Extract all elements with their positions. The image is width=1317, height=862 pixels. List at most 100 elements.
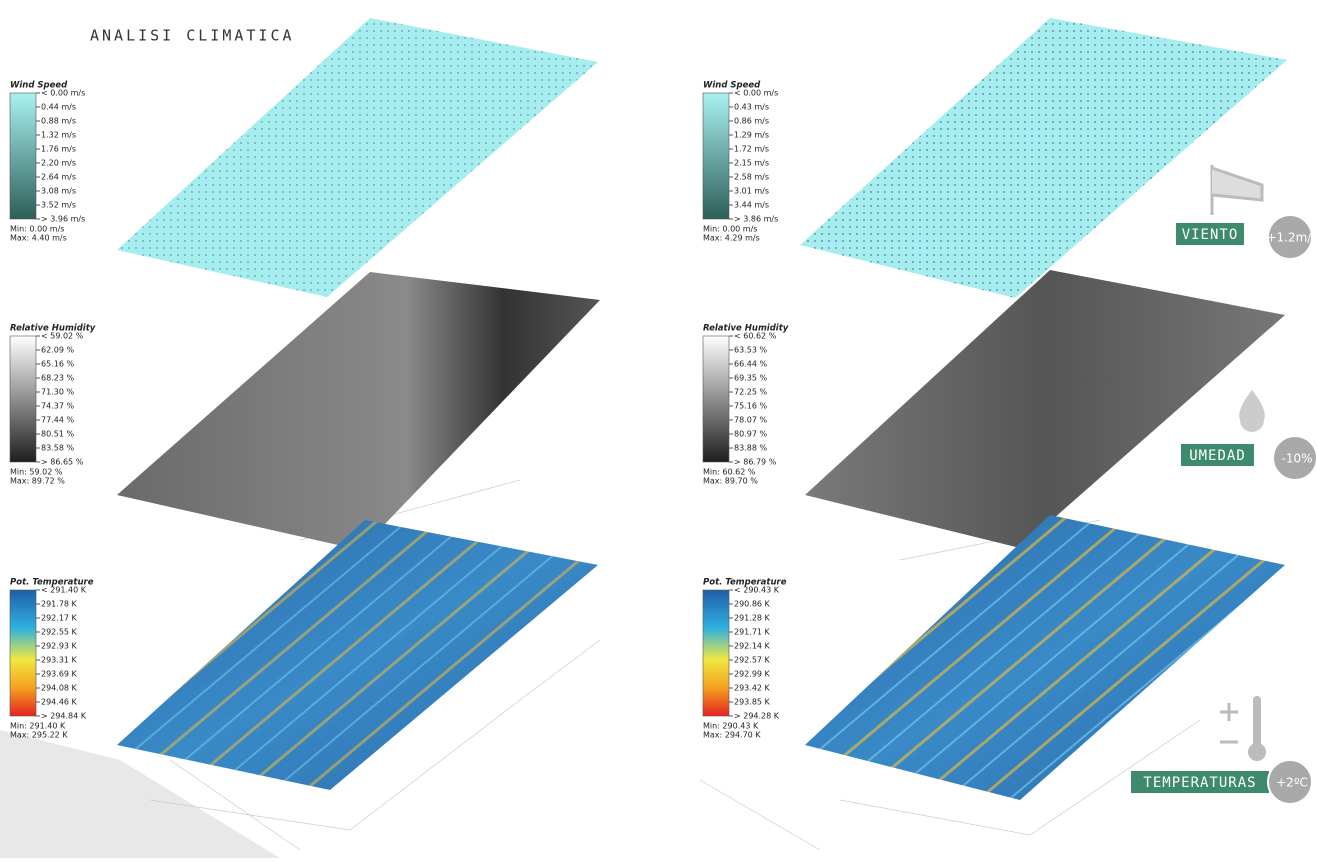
legend-label: 292.17 K <box>41 614 78 623</box>
legend-label: 294.46 K <box>41 698 78 707</box>
legend-label: < 0.00 m/s <box>41 89 85 98</box>
legend-label: 65.16 % <box>41 360 74 369</box>
legend-label: 3.01 m/s <box>734 187 769 196</box>
legend-min: Min: 291.40 K <box>10 722 66 731</box>
badge-label: VIENTO <box>1182 227 1239 243</box>
legend-label: 68.23 % <box>41 374 74 383</box>
legend-label: 290.86 K <box>734 600 771 609</box>
legend-max: Max: 4.40 m/s <box>10 234 67 243</box>
legend-max: Max: 89.72 % <box>10 477 65 486</box>
badge-circle <box>1267 759 1313 805</box>
legend-min: Min: 60.62 % <box>703 468 756 477</box>
legend-label: < 291.40 K <box>41 586 87 595</box>
legend-label: 80.97 % <box>734 430 767 439</box>
legend-label: 2.15 m/s <box>734 159 769 168</box>
legend-label: < 60.62 % <box>734 332 777 341</box>
color-bar <box>702 335 730 463</box>
legend-label: 75.16 % <box>734 402 767 411</box>
legend-label: 0.86 m/s <box>734 117 769 126</box>
legend-label: 78.07 % <box>734 416 767 425</box>
legend-label: > 294.28 K <box>734 712 780 721</box>
legend-label: 291.28 K <box>734 614 771 623</box>
legend-label: < 59.02 % <box>41 332 84 341</box>
badge-value: -10% <box>1281 452 1312 466</box>
legend-label: 63.53 % <box>734 346 767 355</box>
temperature-hotspots <box>805 515 1285 800</box>
legend-label: 0.43 m/s <box>734 103 769 112</box>
legend-title: Wind Speed <box>10 81 68 91</box>
color-bar <box>702 92 730 220</box>
legend-label: 1.72 m/s <box>734 145 769 154</box>
legend-label: 1.32 m/s <box>41 131 76 140</box>
legend-label: 294.08 K <box>41 684 78 693</box>
legend-title: Relative Humidity <box>10 324 96 334</box>
legend-label: 292.93 K <box>41 642 78 651</box>
legend-label: 292.14 K <box>734 642 771 651</box>
legend-label: 0.44 m/s <box>41 103 76 112</box>
legend-label: 2.58 m/s <box>734 173 769 182</box>
badge-box <box>1174 221 1246 247</box>
badge-value: +2ºC <box>1276 776 1308 790</box>
legend-label: 72.25 % <box>734 388 767 397</box>
legend-label: 83.88 % <box>734 444 767 453</box>
wind-vectors <box>117 18 598 297</box>
legend-label: 66.44 % <box>734 360 767 369</box>
humidity-map <box>117 272 600 550</box>
legend-label: 3.44 m/s <box>734 201 769 210</box>
badge-box <box>1129 769 1271 795</box>
legend-min: Min: 0.00 m/s <box>10 225 64 234</box>
badge-label: UMEDAD <box>1189 448 1246 464</box>
legend-label: > 3.96 m/s <box>41 215 85 224</box>
wind-vectors <box>800 18 1287 298</box>
legend-label: 71.30 % <box>41 388 74 397</box>
legend-label: > 86.79 % <box>734 458 777 467</box>
legend-title: Relative Humidity <box>703 324 789 334</box>
humidity-map <box>805 270 1285 548</box>
title: ANALISI CLIMATICA <box>90 27 295 45</box>
legend-label: 77.44 % <box>41 416 74 425</box>
badge-label: TEMPERATURAS <box>1143 775 1256 791</box>
legend-title: Pot. Temperature <box>703 578 787 588</box>
legend-label: 293.42 K <box>734 684 771 693</box>
legend-label: 69.35 % <box>734 374 767 383</box>
badge-box <box>1179 442 1256 468</box>
legend-label: 80.51 % <box>41 430 74 439</box>
color-bar <box>9 92 37 220</box>
badge-circle <box>1267 214 1313 260</box>
temperature-hotspots <box>117 520 598 790</box>
legend-label: > 86.65 % <box>41 458 84 467</box>
badge-value: +1.2m/s <box>1266 231 1317 245</box>
legend-label: 62.09 % <box>41 346 74 355</box>
legend-max: Max: 295.22 K <box>10 731 68 740</box>
legend-label: 3.52 m/s <box>41 201 76 210</box>
legend-min: Min: 290.43 K <box>703 722 759 731</box>
legend-title: Wind Speed <box>703 81 761 91</box>
legend-label: 2.20 m/s <box>41 159 76 168</box>
legend-label: > 294.84 K <box>41 712 87 721</box>
legend-max: Max: 4.29 m/s <box>703 234 760 243</box>
legend-label: 3.08 m/s <box>41 187 76 196</box>
icons <box>1210 165 1266 761</box>
legend-label: 291.78 K <box>41 600 78 609</box>
legend-label: 293.69 K <box>41 670 78 679</box>
legend-label: > 3.86 m/s <box>734 215 778 224</box>
legend-title: Pot. Temperature <box>10 578 94 588</box>
legend-label: 292.57 K <box>734 656 771 665</box>
legend-max: Max: 294.70 K <box>703 731 761 740</box>
badge-circle <box>1272 435 1317 481</box>
legend-label: 291.71 K <box>734 628 771 637</box>
color-bar <box>702 589 730 717</box>
legend-label: < 290.43 K <box>734 586 780 595</box>
color-bar <box>9 589 37 717</box>
legend-min: Min: 0.00 m/s <box>703 225 757 234</box>
legend-label: 1.29 m/s <box>734 131 769 140</box>
legend-label: 292.55 K <box>41 628 78 637</box>
legend-label: 74.37 % <box>41 402 74 411</box>
legend-label: 293.31 K <box>41 656 78 665</box>
legend-label: 2.64 m/s <box>41 173 76 182</box>
legend-label: 83.58 % <box>41 444 74 453</box>
legend-label: < 0.00 m/s <box>734 89 778 98</box>
legend-label: 293.85 K <box>734 698 771 707</box>
legend-label: 292.99 K <box>734 670 771 679</box>
